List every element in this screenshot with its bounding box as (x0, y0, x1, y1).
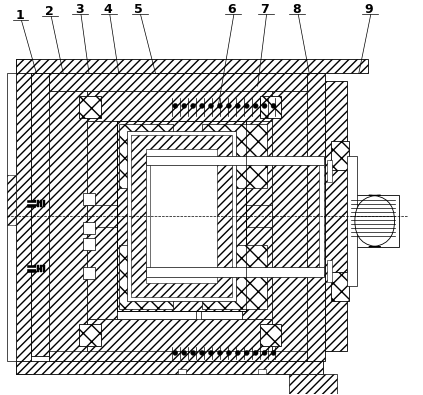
Bar (201, 242, 242, 319)
Circle shape (271, 350, 276, 356)
Bar (327, 160, 332, 182)
Bar (83, 222, 95, 234)
Bar (79, 324, 101, 346)
Bar (202, 245, 266, 309)
Circle shape (173, 103, 178, 108)
Bar (16, 59, 31, 374)
Bar (146, 267, 324, 276)
Text: 1: 1 (15, 9, 24, 22)
Bar (146, 166, 151, 267)
Bar (178, 369, 186, 374)
Bar (40, 265, 42, 272)
Text: 7: 7 (260, 3, 269, 16)
Bar (27, 200, 36, 207)
Bar (260, 324, 281, 346)
Circle shape (235, 350, 240, 356)
Text: 4: 4 (104, 3, 112, 16)
Bar (49, 344, 322, 361)
Bar (34, 200, 36, 207)
Circle shape (200, 350, 205, 356)
Bar (30, 201, 34, 206)
Bar (126, 131, 236, 301)
Circle shape (217, 350, 222, 356)
Circle shape (226, 103, 231, 108)
Bar (347, 195, 398, 247)
Bar (30, 265, 34, 271)
Bar (146, 149, 217, 284)
Bar (79, 96, 101, 118)
Bar (202, 124, 266, 188)
Bar (16, 361, 323, 374)
Bar (272, 91, 307, 351)
Text: 2: 2 (45, 5, 54, 18)
Bar (117, 121, 246, 311)
Text: 9: 9 (365, 3, 373, 16)
Circle shape (182, 103, 187, 108)
Bar (31, 73, 49, 356)
Bar (40, 200, 42, 207)
Bar (7, 175, 16, 225)
Circle shape (244, 350, 249, 356)
Circle shape (209, 103, 214, 108)
Bar (49, 73, 322, 91)
Bar (117, 121, 196, 205)
Bar (37, 200, 39, 207)
Bar (146, 156, 324, 166)
Circle shape (262, 103, 267, 108)
Circle shape (253, 103, 258, 108)
Circle shape (244, 103, 249, 108)
Circle shape (182, 350, 187, 356)
Bar (7, 73, 16, 361)
Bar (327, 260, 332, 282)
Bar (331, 141, 349, 170)
Text: 5: 5 (134, 3, 143, 16)
Bar (83, 267, 95, 278)
Bar (319, 166, 324, 267)
Bar (87, 319, 272, 351)
Text: 3: 3 (75, 3, 83, 16)
Bar (87, 205, 272, 227)
Bar (289, 374, 337, 393)
Bar (27, 265, 36, 272)
Bar (37, 265, 39, 272)
Bar (258, 369, 266, 374)
Text: 6: 6 (228, 3, 236, 16)
Circle shape (191, 350, 195, 356)
Bar (117, 242, 196, 319)
Bar (16, 59, 368, 73)
Bar (87, 91, 272, 121)
Bar (83, 238, 95, 250)
Bar (87, 121, 117, 319)
Bar (49, 91, 87, 351)
Bar (242, 121, 272, 319)
FancyBboxPatch shape (355, 195, 395, 247)
Bar (83, 193, 95, 205)
Circle shape (226, 350, 231, 356)
Circle shape (200, 103, 205, 108)
Circle shape (271, 103, 276, 108)
Text: 8: 8 (292, 3, 301, 16)
Circle shape (209, 350, 214, 356)
Bar (119, 245, 173, 309)
Bar (347, 156, 357, 286)
Bar (307, 73, 325, 361)
Bar (201, 121, 242, 205)
Bar (119, 124, 173, 188)
Bar (260, 96, 281, 118)
Bar (43, 265, 45, 272)
Circle shape (217, 103, 222, 108)
Circle shape (173, 350, 178, 356)
Bar (34, 265, 36, 272)
Bar (43, 200, 45, 207)
Circle shape (191, 103, 195, 108)
Circle shape (262, 350, 267, 356)
Bar (131, 135, 232, 297)
Bar (325, 81, 347, 351)
Bar (331, 272, 349, 301)
Circle shape (253, 350, 258, 356)
Circle shape (235, 103, 240, 108)
